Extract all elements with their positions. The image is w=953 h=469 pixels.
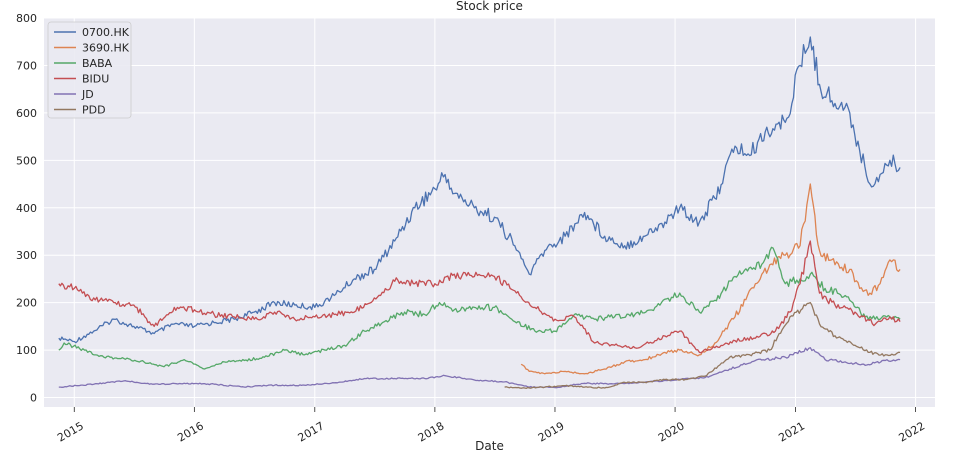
series-line-bidu [58, 240, 901, 354]
x-tick-label: 2017 [296, 419, 327, 444]
y-tick-label: 300 [16, 249, 37, 262]
x-tick-label: 2016 [175, 419, 206, 444]
y-tick-label: 200 [16, 297, 37, 310]
plot-area [44, 18, 935, 407]
y-tick-label: 700 [16, 59, 37, 72]
legend-label: 3690.HK [82, 42, 130, 55]
chart-title: Stock price [456, 0, 523, 13]
y-tick-label: 0 [30, 392, 37, 405]
legend-label: BIDU [82, 73, 109, 86]
series-line-pdd [504, 301, 901, 390]
legend-label: 0700.HK [82, 26, 130, 39]
legend-label: PDD [82, 104, 106, 117]
x-tick-label: 2018 [416, 419, 447, 444]
y-tick-label: 500 [16, 154, 37, 167]
series-line-baba [58, 246, 901, 370]
series-line-0700-hk [58, 36, 901, 344]
x-tick-label: 2020 [656, 419, 687, 444]
x-tick-label: 2022 [896, 419, 927, 444]
legend-label: JD [81, 88, 94, 101]
legend: 0700.HK 3690.HK BABA BIDU JD PDD [47, 21, 132, 119]
legend-label: BABA [82, 57, 113, 70]
series-line-jd [58, 347, 901, 389]
grid [44, 17, 935, 407]
x-tick-label: 2015 [55, 419, 86, 444]
series-line-3690-hk [520, 183, 901, 375]
y-tick-label: 400 [16, 202, 37, 215]
y-tick-label: 600 [16, 107, 37, 120]
y-tick-label: 100 [16, 344, 37, 357]
y-tick-label: 800 [16, 12, 37, 25]
series-lines [58, 36, 901, 390]
x-axis-title: Date [475, 439, 504, 453]
x-tick-label: 2021 [776, 419, 807, 444]
x-tick-label: 2019 [536, 419, 567, 444]
